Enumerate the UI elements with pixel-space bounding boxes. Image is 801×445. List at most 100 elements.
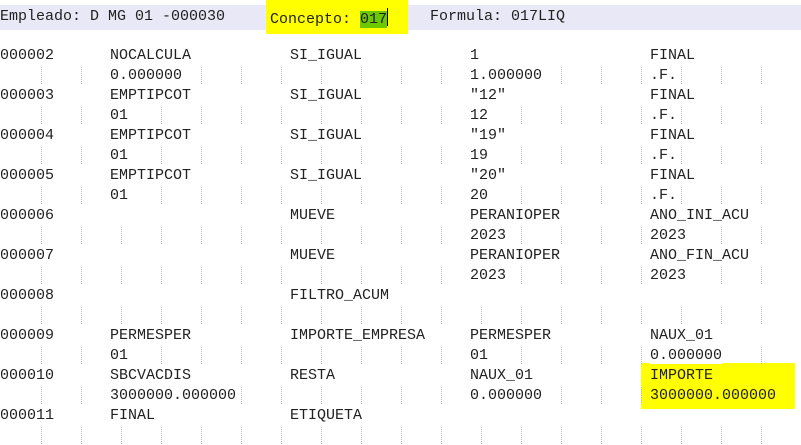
- table-row[interactable]: 000004 EMPTIPCOT SI_IGUAL "19" FINAL: [0, 125, 801, 145]
- tab-guide: [361, 347, 362, 364]
- tab-guide: [121, 227, 122, 244]
- table-row[interactable]: 000003 EMPTIPCOT SI_IGUAL "12" FINAL: [0, 85, 801, 105]
- tab-guide: [321, 387, 322, 404]
- tab-guide: [41, 347, 42, 364]
- cell-r2: .F.: [650, 107, 678, 124]
- tab-guide: [441, 187, 442, 204]
- cell-op: SI_IGUAL: [290, 87, 363, 104]
- tab-guide: [241, 307, 242, 324]
- tab-guide: [281, 187, 282, 204]
- cell-op: FILTRO_ACUM: [290, 287, 390, 304]
- tab-guide: [561, 227, 562, 244]
- tab-guide: [441, 227, 442, 244]
- tab-guide: [81, 227, 82, 244]
- table-row[interactable]: 000002 NOCALCULA SI_IGUAL 1 FINAL: [0, 45, 801, 65]
- tab-guide: [641, 107, 642, 124]
- tab-guide: [281, 307, 282, 324]
- tab-guide: [321, 67, 322, 84]
- cell-r: FINAL: [650, 167, 696, 184]
- tab-guide: [241, 267, 242, 284]
- tab-guide: [161, 227, 162, 244]
- tab-guide: [321, 227, 322, 244]
- tab-guide: [441, 347, 442, 364]
- table-row[interactable]: 000009 PERMESPER IMPORTE_EMPRESA PERMESPER N…: [0, 325, 801, 345]
- tab-guide: [401, 267, 402, 284]
- cell-b: NAUX_01: [470, 367, 534, 384]
- tab-guide: [641, 347, 642, 364]
- tab-guide: [241, 147, 242, 164]
- tab-guide: [401, 67, 402, 84]
- tab-guide: [41, 267, 42, 284]
- tab-guide: [721, 187, 722, 204]
- tab-guide: [561, 147, 562, 164]
- tab-guide: [521, 107, 522, 124]
- cell-a: EMPTIPCOT: [110, 167, 192, 184]
- table-row[interactable]: 000008 FILTRO_ACUM: [0, 285, 801, 305]
- tab-guide: [761, 107, 762, 124]
- tab-guide: [161, 107, 162, 124]
- cell-r2: 3000000.000000: [650, 387, 777, 404]
- tab-guide: [281, 227, 282, 244]
- tab-guide: [201, 307, 202, 324]
- cell-r: NAUX_01: [650, 327, 714, 344]
- tab-guide: [81, 107, 82, 124]
- tab-guide: [281, 107, 282, 124]
- tab-guide: [81, 147, 82, 164]
- cell-b: PERANIOPER: [470, 247, 561, 264]
- cell-a2: 0.000000: [110, 67, 183, 84]
- concepto-field[interactable]: Concepto: 017: [270, 8, 389, 28]
- tab-guide: [241, 227, 242, 244]
- cell-b2: 19: [470, 147, 489, 164]
- tab-guide: [601, 107, 602, 124]
- tab-guide: [241, 187, 242, 204]
- tab-guide: [561, 67, 562, 84]
- cell-num: 000002: [0, 47, 55, 64]
- cell-a2: 01: [110, 147, 129, 164]
- cell-r2: .F.: [650, 67, 678, 84]
- tab-guide: [121, 307, 122, 324]
- tab-guide: [441, 107, 442, 124]
- cell-a: EMPTIPCOT: [110, 87, 192, 104]
- tab-guide: [161, 347, 162, 364]
- cell-num: 000008: [0, 287, 55, 304]
- tab-guide: [641, 267, 642, 284]
- table-row[interactable]: 000006 MUEVE PERANIOPER ANO_INI_ACU: [0, 205, 801, 225]
- cell-op: SI_IGUAL: [290, 127, 363, 144]
- tab-guide: [561, 107, 562, 124]
- tab-guide: [641, 227, 642, 244]
- table-row-values: 01 19 .F.: [0, 145, 801, 165]
- table-row-values: 01 01 0.000000: [0, 345, 801, 365]
- tab-guide: [641, 387, 642, 404]
- table-row-values: 2023 2023: [0, 225, 801, 245]
- cell-op: MUEVE: [290, 247, 336, 264]
- tab-guide: [321, 147, 322, 164]
- tab-guide: [561, 187, 562, 204]
- tab-guide: [681, 67, 682, 84]
- tab-guide: [361, 227, 362, 244]
- table-row[interactable]: 000007 MUEVE PERANIOPER ANO_FIN_ACU: [0, 245, 801, 265]
- table-row-values: 0.000000 1.000000 .F.: [0, 65, 801, 85]
- cell-a: SBCVACDIS: [110, 367, 192, 384]
- tab-guide: [681, 187, 682, 204]
- concepto-label: Concepto:: [270, 11, 361, 28]
- cell-a: EMPTIPCOT: [110, 127, 192, 144]
- empleado-label: Empleado: D MG 01 -000030: [0, 8, 226, 25]
- tab-guide: [641, 147, 642, 164]
- table-row-values: 01 12 .F.: [0, 105, 801, 125]
- cell-r: IMPORTE: [650, 367, 714, 384]
- cell-a2: 3000000.000000: [110, 387, 237, 404]
- tab-guide: [201, 227, 202, 244]
- table-row[interactable]: 000011 FINAL ETIQUETA: [0, 405, 801, 425]
- tab-guide: [761, 267, 762, 284]
- cell-b: PERMESPER: [470, 327, 552, 344]
- table-row[interactable]: 000005 EMPTIPCOT SI_IGUAL "20" FINAL: [0, 165, 801, 185]
- concepto-value[interactable]: 017: [360, 11, 388, 28]
- tab-guide: [401, 187, 402, 204]
- tab-guide: [401, 307, 402, 324]
- cell-r2: 2023: [650, 227, 687, 244]
- tab-guide: [401, 227, 402, 244]
- table-row[interactable]: 000010 SBCVACDIS RESTA NAUX_01 IMPORTE: [0, 365, 801, 385]
- tab-guide: [321, 307, 322, 324]
- cell-b: PERANIOPER: [470, 207, 561, 224]
- tab-guide: [561, 347, 562, 364]
